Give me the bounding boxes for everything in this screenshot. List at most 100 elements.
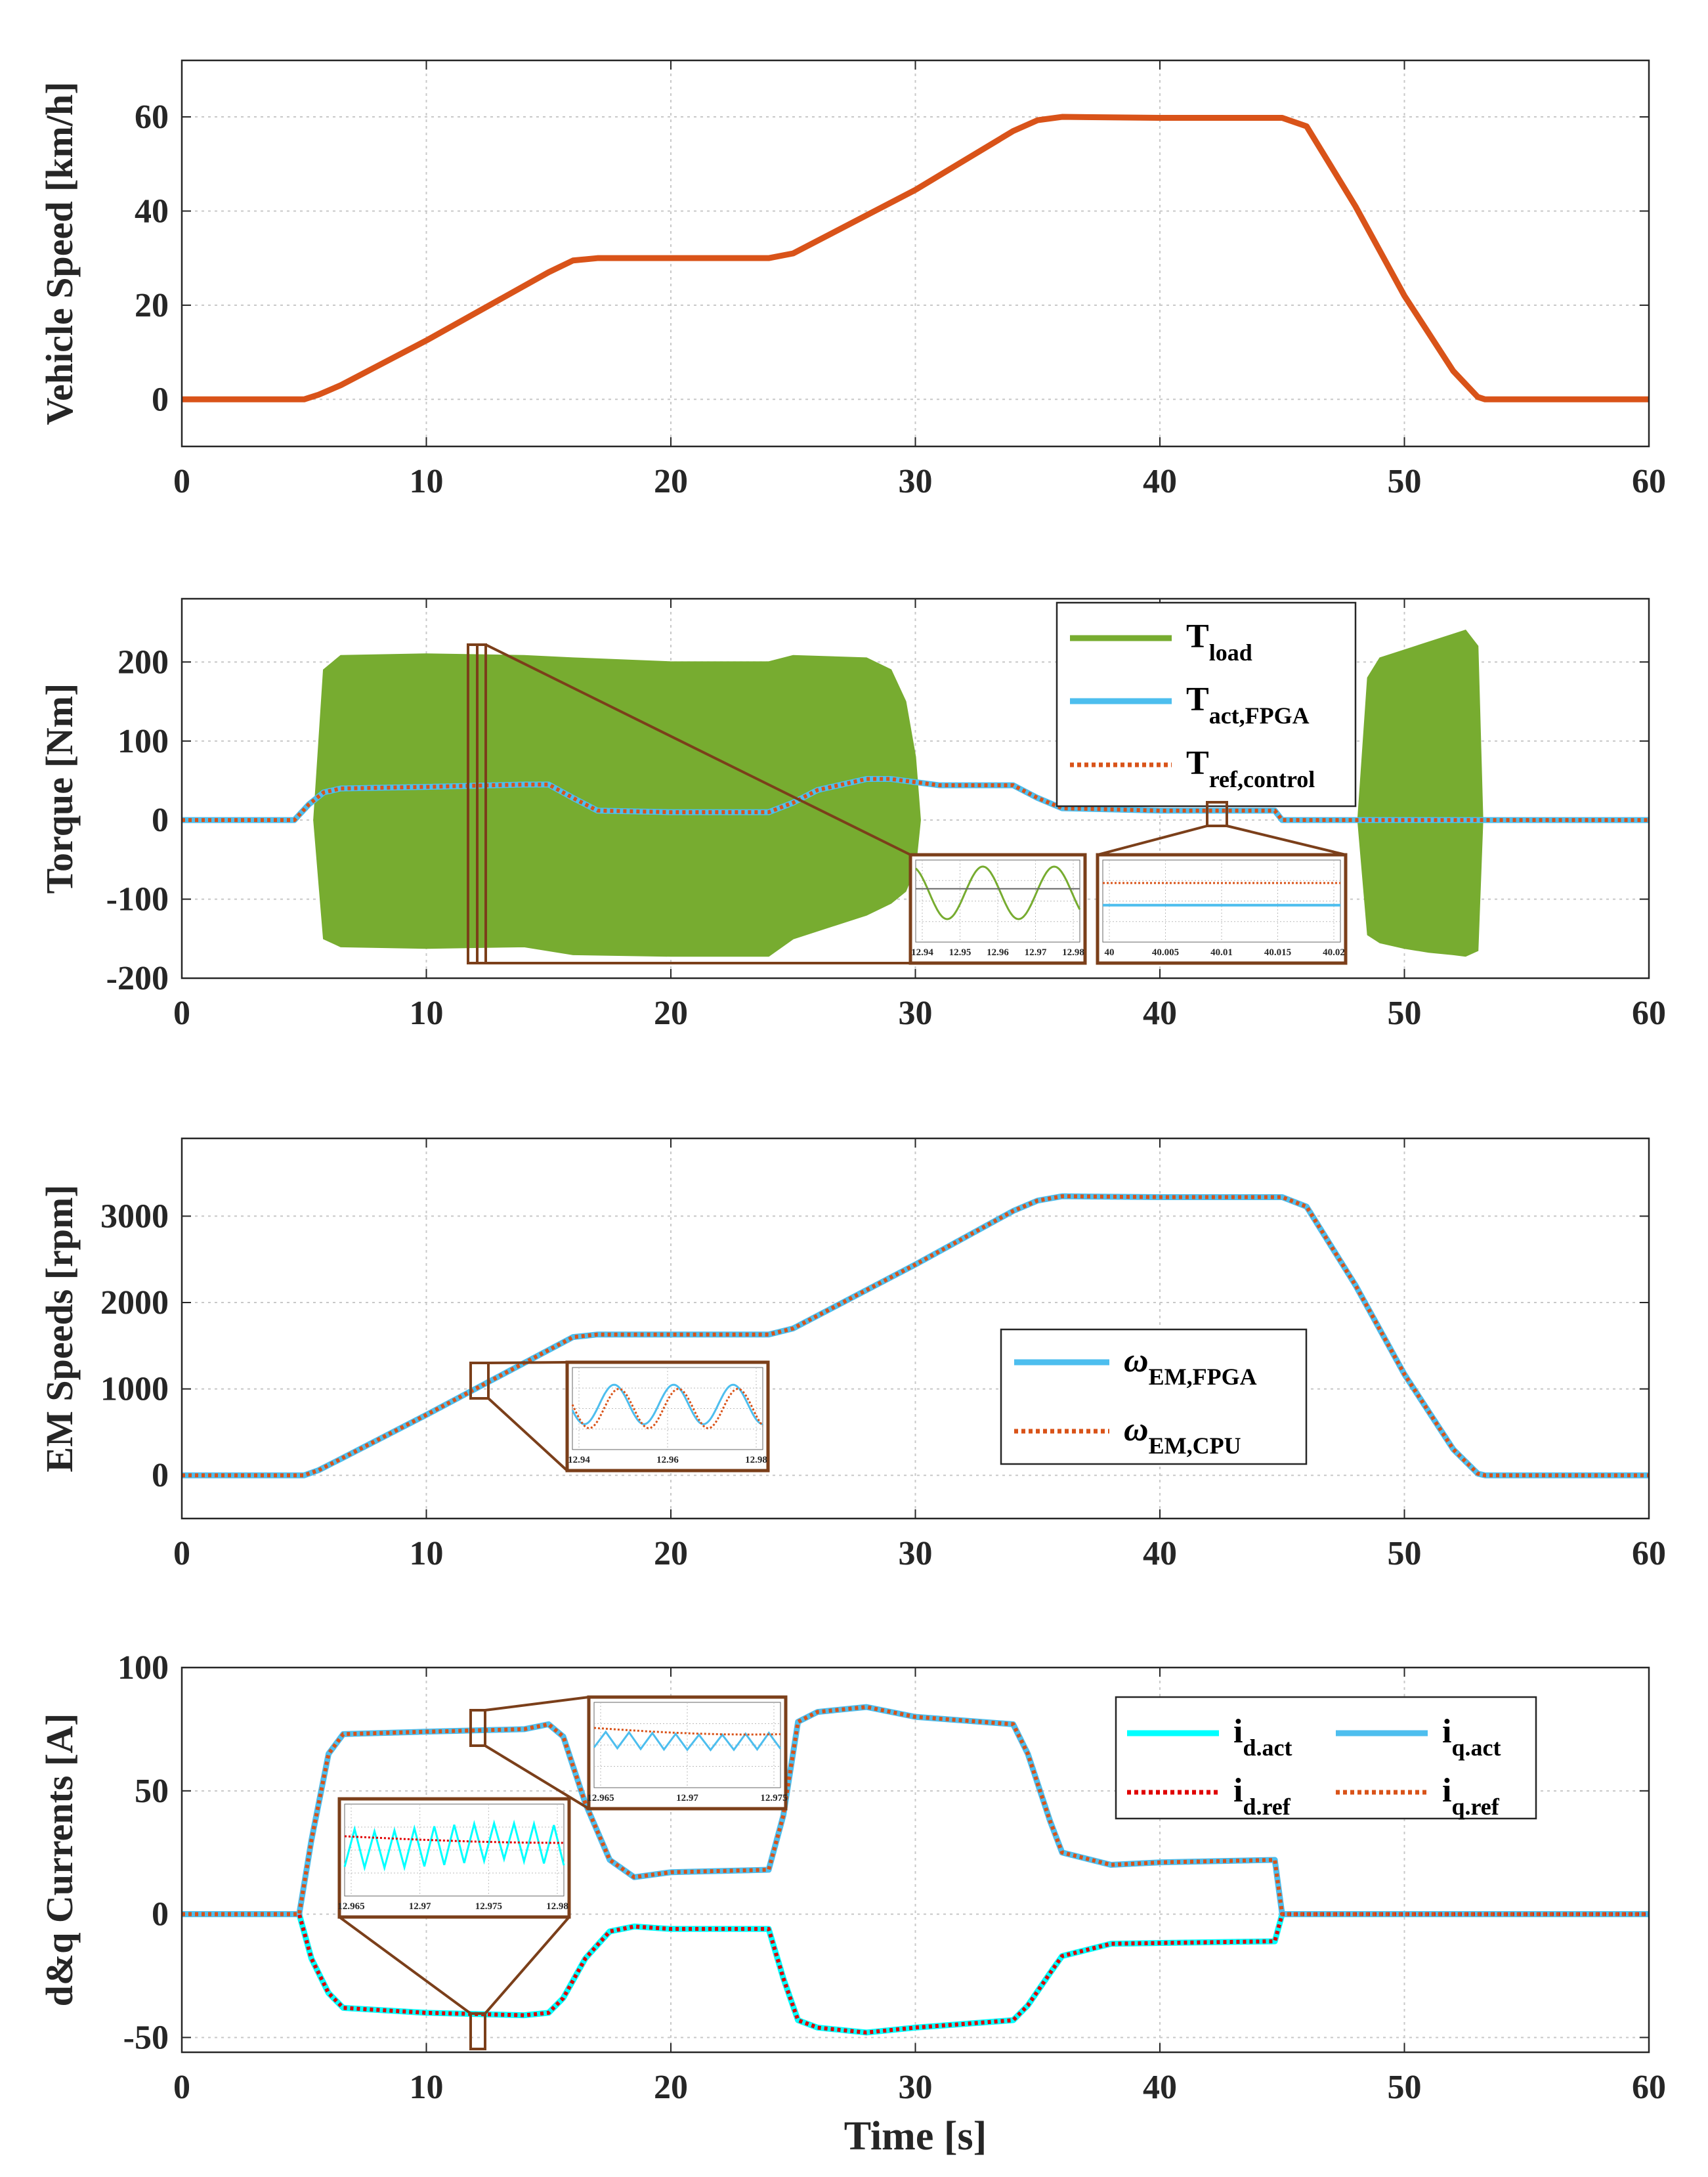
x-tick-label: 30 <box>899 995 933 1032</box>
inset-line-load <box>914 865 1081 920</box>
inset-tick-label: 12.97 <box>676 1793 698 1803</box>
x-tick-label: 20 <box>654 2069 688 2106</box>
legend-symbol: ω <box>1124 1411 1149 1448</box>
x-tick-label: 50 <box>1388 463 1422 500</box>
zoom-connector <box>488 1361 568 1364</box>
inset-line-cpu <box>571 1387 764 1430</box>
zoom-connector <box>484 1916 570 2015</box>
zoom-connector <box>487 1397 568 1472</box>
x-tick-label: 20 <box>654 463 688 500</box>
inset-line-id-act <box>343 1819 565 1872</box>
inset-line-iq-ref <box>593 1727 781 1736</box>
legend-symbol: T <box>1186 681 1209 718</box>
series-layer <box>182 1193 1649 1478</box>
x-tick-label: 60 <box>1632 2069 1666 2106</box>
axes-box <box>181 59 1650 448</box>
inset-tick-label: 12.975 <box>475 1901 502 1912</box>
legend-symbol: i <box>1233 1772 1243 1809</box>
y-tick-label: 60 <box>135 98 169 136</box>
x-tick-label: 10 <box>410 995 444 1032</box>
series-layer <box>182 629 1649 957</box>
y-axis-label: Vehicle Speed [km/h] <box>38 81 81 425</box>
y-axis-label: Torque [Nm] <box>38 683 81 894</box>
legend-entry: ωEM,CPU <box>1124 1411 1241 1459</box>
series-layer <box>182 114 1649 402</box>
axes-box <box>181 1137 1650 1520</box>
x-tick-label: 50 <box>1388 1535 1422 1572</box>
legend-subscript: act,FPGA <box>1209 702 1310 729</box>
inset-tick-label: 12.97 <box>409 1901 431 1912</box>
x-axis-label: Time [s] <box>844 2114 987 2159</box>
legend-symbol: ω <box>1124 1342 1149 1379</box>
inset-tick-label: 12.95 <box>949 947 971 958</box>
series-band-load <box>313 653 921 957</box>
zoom-source-box <box>469 2012 486 2050</box>
y-tick-label: -50 <box>123 2019 169 2056</box>
legend-symbol: i <box>1442 1772 1451 1809</box>
inset-tick-label: 12.965 <box>587 1793 614 1803</box>
x-tick-label: 50 <box>1388 2069 1422 2106</box>
x-tick-label: 50 <box>1388 995 1422 1032</box>
legend-subscript: d.act <box>1243 1735 1292 1761</box>
inset-line-id-ref <box>344 1835 564 1844</box>
y-tick-label: 0 <box>152 802 169 839</box>
inset-tick-label: 12.98 <box>745 1455 767 1465</box>
legend-entry: id.ref <box>1233 1772 1291 1820</box>
legend-subscript: load <box>1209 639 1252 666</box>
x-tick-label: 60 <box>1632 463 1666 500</box>
x-tick-label: 30 <box>899 1535 933 1572</box>
zoom-inset: 12.94 12.96 12.98 <box>469 1360 770 1473</box>
x-tick-label: 60 <box>1632 1535 1666 1572</box>
y-axis-label: EM Speeds [rpm] <box>38 1184 81 1472</box>
inset-tick-label: 12.97 <box>1025 947 1047 958</box>
y-tick-label: 20 <box>135 287 169 324</box>
zoom-connector <box>484 1744 590 1810</box>
y-tick-label: 0 <box>152 1896 169 1933</box>
series-line-q-ref <box>182 1705 1649 1916</box>
legend-symbol: i <box>1442 1713 1451 1750</box>
x-tick-label: 40 <box>1143 463 1177 500</box>
y-tick-label: 0 <box>152 381 169 418</box>
y-tick-label: 100 <box>117 1649 169 1687</box>
legend-entry: iq.act <box>1442 1713 1501 1761</box>
inset-tick-label: 40 <box>1105 947 1115 958</box>
legend-subscript: EM,CPU <box>1149 1433 1241 1459</box>
y-tick-label: 1000 <box>100 1371 169 1408</box>
y-tick-label: 100 <box>117 723 169 760</box>
legend-subscript: q.ref <box>1451 1794 1499 1820</box>
chart-panel-2: 0 10 20 30 40 50 60 -200 -100 0 100 200 Torque [Nm] T… <box>38 597 1666 1032</box>
x-tick-label: 20 <box>654 1535 688 1572</box>
inset-tick-label: 12.94 <box>568 1455 590 1465</box>
zoom-source-box <box>469 1362 490 1400</box>
chart-panel-1: 0 10 20 30 40 50 60 0 20 40 60 Vehicle Speed [km/h] <box>38 59 1666 500</box>
y-tick-label: 3000 <box>100 1197 169 1235</box>
x-tick-label: 30 <box>899 2069 933 2106</box>
axes-box <box>181 597 1650 980</box>
chart-panel-3: 0 10 20 30 40 50 60 0 1000 2000 3000 EM Speeds [rpm… <box>38 1137 1666 1572</box>
legend-entry: id.act <box>1233 1713 1292 1761</box>
x-tick-label: 30 <box>899 463 933 500</box>
legend-box <box>1000 1328 1308 1465</box>
x-tick-label: 0 <box>173 463 190 500</box>
y-tick-label: 0 <box>152 1457 169 1494</box>
zoom-inset: 12.965 12.97 12.975 <box>469 1695 788 1811</box>
inset-line-iq-act <box>593 1730 782 1752</box>
y-tick-label: 40 <box>135 192 169 230</box>
zoom-source-box <box>1206 801 1228 827</box>
y-axis-label: d&q Currents [A] <box>38 1714 81 2007</box>
inset-line-fpga <box>571 1383 763 1425</box>
zoom-connector <box>1097 825 1208 856</box>
inset-tick-label: 40.02 <box>1323 947 1345 958</box>
x-tick-label: 0 <box>173 1535 190 1572</box>
legend-entry: Tload <box>1186 618 1252 666</box>
zoom-inset: 12.94 12.95 12.96 12.97 12.98 <box>467 643 1087 965</box>
x-tick-label: 0 <box>173 995 190 1032</box>
inset-tick-label: 12.94 <box>911 947 933 958</box>
inset-tick-label: 12.975 <box>760 1793 787 1803</box>
zoom-connector <box>485 643 911 856</box>
